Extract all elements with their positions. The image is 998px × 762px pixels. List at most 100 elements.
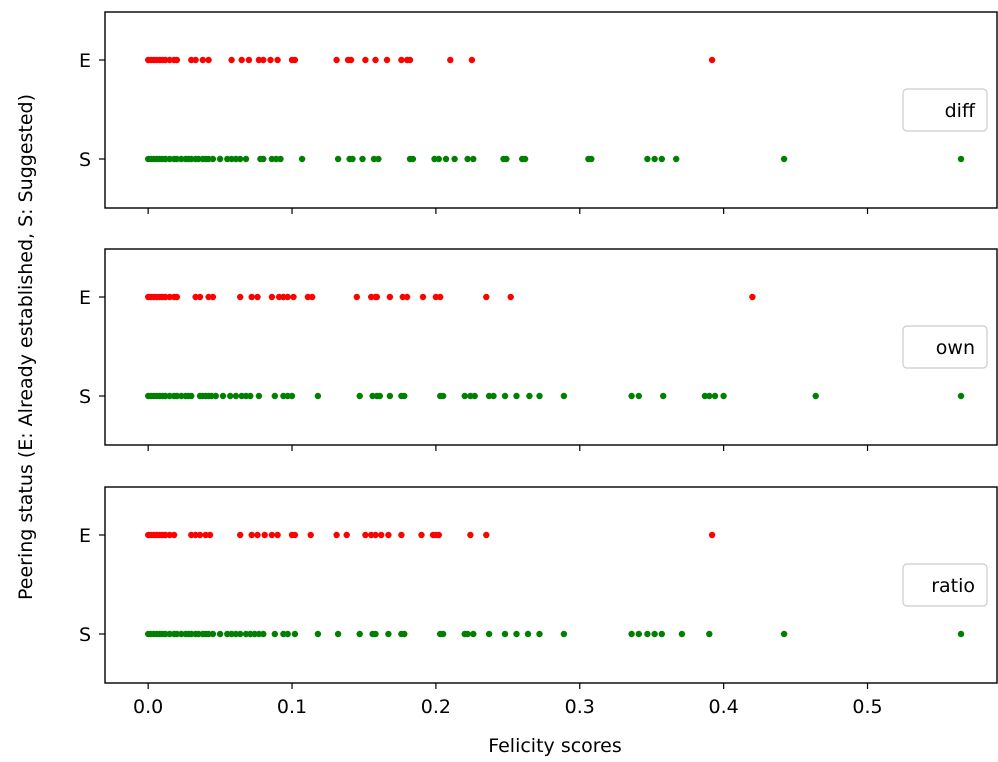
point-S	[247, 392, 254, 400]
legend-label-ratio: ratio	[931, 575, 975, 597]
point-S	[701, 392, 709, 400]
point-E	[192, 56, 199, 64]
legend-box	[902, 325, 988, 369]
point-S	[524, 630, 532, 638]
point-S	[439, 392, 447, 400]
point-S	[501, 392, 509, 400]
point-S	[628, 630, 635, 638]
point-E	[206, 531, 214, 539]
point-E	[166, 531, 173, 539]
point-S	[232, 392, 240, 400]
point-S	[536, 392, 543, 400]
point-S	[526, 392, 533, 400]
point-S	[644, 630, 651, 638]
point-S	[490, 392, 497, 400]
point-E	[237, 531, 244, 539]
point-S	[485, 392, 493, 400]
point-S	[644, 155, 651, 163]
point-E	[237, 293, 244, 301]
point-S	[298, 155, 306, 163]
point-E	[309, 293, 316, 301]
point-E	[383, 56, 391, 64]
point-E	[373, 293, 381, 301]
point-S	[375, 155, 382, 163]
point-S	[216, 630, 224, 638]
point-S	[271, 392, 278, 400]
point-E	[238, 56, 245, 64]
point-E	[274, 56, 281, 64]
point-E	[170, 531, 178, 539]
point-S	[435, 155, 442, 163]
point-E	[290, 293, 297, 301]
point-E	[708, 56, 716, 64]
point-E	[437, 293, 444, 301]
y-axis-label: Peering status (E: Already established, …	[15, 94, 37, 600]
point-S	[461, 392, 468, 400]
point-S	[237, 630, 244, 638]
point-S	[401, 630, 408, 638]
point-S	[173, 630, 181, 638]
x-axis-label: Felicity scores	[488, 735, 622, 757]
point-S	[660, 392, 667, 400]
point-S	[501, 630, 509, 638]
y-tick-label-E: E	[79, 287, 91, 309]
point-S	[780, 630, 788, 638]
point-E	[447, 56, 454, 64]
point-S	[513, 630, 520, 638]
point-E	[362, 531, 369, 539]
point-E	[261, 531, 268, 539]
legend-label-diff: diff	[945, 100, 976, 122]
point-E	[419, 293, 427, 301]
point-S	[277, 155, 284, 163]
y-tick-label-S: S	[79, 386, 91, 408]
y-tick-label-S: S	[79, 149, 91, 171]
point-S	[242, 155, 250, 163]
point-E	[333, 531, 340, 539]
point-S	[209, 155, 217, 163]
point-S	[780, 155, 788, 163]
x-tick-label: 0.0	[133, 696, 163, 718]
point-S	[673, 155, 680, 163]
point-S	[957, 630, 965, 638]
point-E	[173, 293, 181, 301]
x-tick-label: 0.3	[565, 696, 595, 718]
point-E	[209, 293, 217, 301]
point-S	[812, 392, 819, 400]
point-E	[248, 293, 255, 301]
point-S	[314, 630, 322, 638]
point-E	[228, 56, 235, 64]
x-tick-label: 0.5	[852, 696, 882, 718]
point-S	[588, 155, 595, 163]
point-S	[260, 630, 267, 638]
panel-frame	[104, 248, 998, 446]
point-S	[288, 392, 296, 400]
point-S	[470, 155, 477, 163]
panel-frame	[104, 486, 998, 684]
point-S	[706, 630, 713, 638]
point-S	[635, 392, 642, 400]
point-E	[196, 531, 204, 539]
point-E	[403, 293, 411, 301]
point-S	[628, 392, 635, 400]
point-S	[376, 392, 383, 400]
point-E	[378, 531, 385, 539]
point-S	[166, 392, 173, 400]
point-S	[464, 155, 471, 163]
point-S	[711, 392, 719, 400]
legend-box	[902, 563, 988, 607]
x-tick-label: 0.4	[709, 696, 739, 718]
point-S	[255, 392, 263, 400]
point-S	[219, 392, 227, 400]
point-E	[398, 56, 405, 64]
point-E	[362, 56, 369, 64]
point-E	[196, 293, 204, 301]
point-S	[359, 155, 366, 163]
point-E	[291, 531, 299, 539]
point-E	[483, 531, 490, 539]
legend-box	[902, 88, 988, 132]
point-S	[212, 392, 219, 400]
point-E	[398, 531, 405, 539]
point-S	[471, 392, 478, 400]
